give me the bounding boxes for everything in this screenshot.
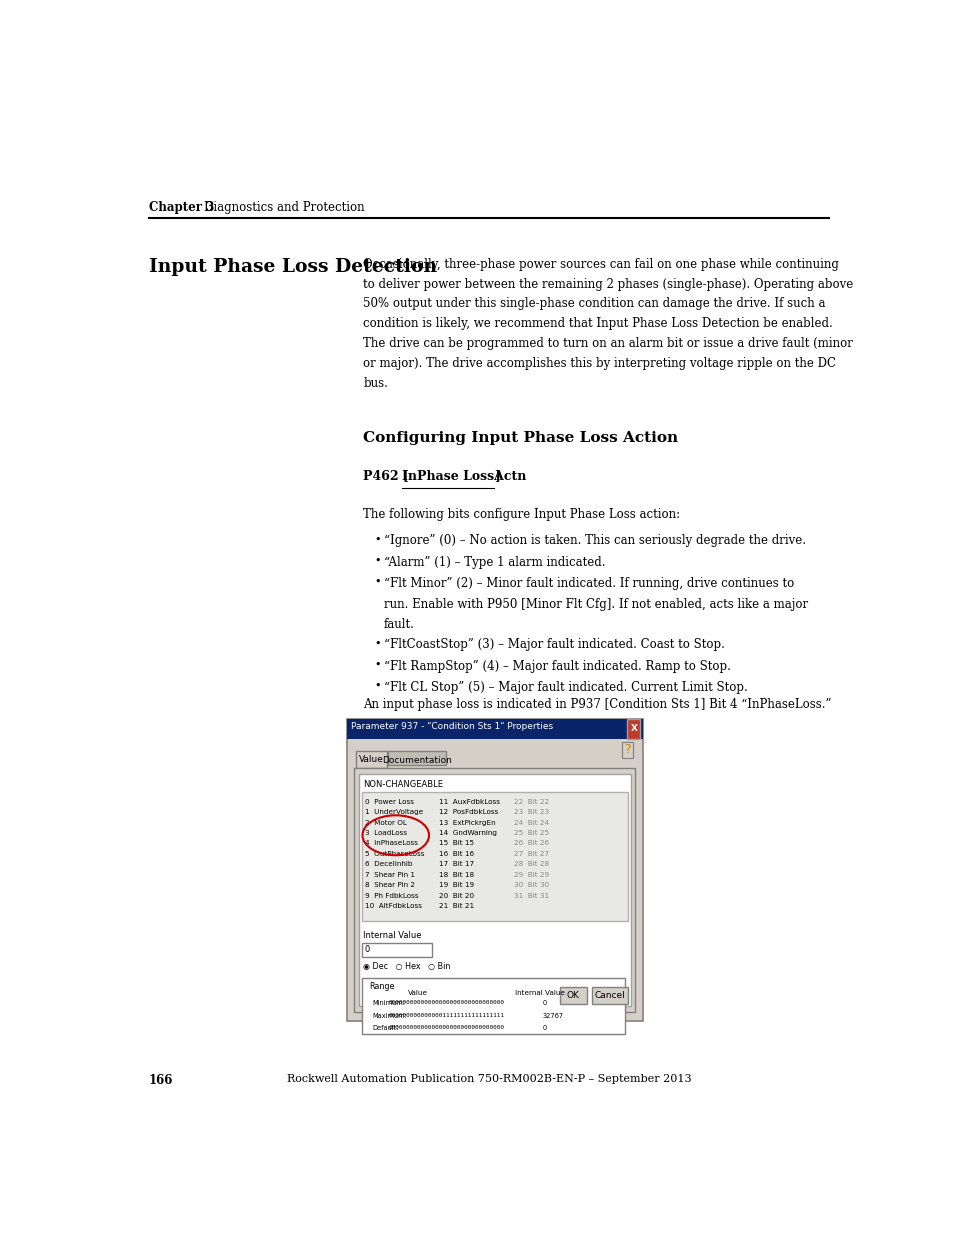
Text: Internal Value: Internal Value: [515, 989, 564, 995]
Text: 11  AuxFdbkLoss: 11 AuxFdbkLoss: [438, 799, 499, 805]
Text: “Ignore” (0) – No action is taken. This can seriously degrade the drive.: “Ignore” (0) – No action is taken. This …: [383, 535, 805, 547]
Text: 00000000000000000000000000000000: 00000000000000000000000000000000: [388, 1000, 504, 1005]
Text: 50% output under this single-phase condition can damage the drive. If such a: 50% output under this single-phase condi…: [363, 298, 825, 310]
Text: OK: OK: [566, 990, 579, 1000]
FancyBboxPatch shape: [347, 719, 642, 1021]
Text: condition is likely, we recommend that Input Phase Loss Detection be enabled.: condition is likely, we recommend that I…: [363, 317, 832, 331]
Text: Rockwell Automation Publication 750-RM002B-EN-P – September 2013: Rockwell Automation Publication 750-RM00…: [286, 1074, 691, 1084]
Text: The drive can be programmed to turn on an alarm bit or issue a drive fault (mino: The drive can be programmed to turn on a…: [363, 337, 852, 351]
Text: •: •: [374, 535, 380, 545]
Text: InPhase LossActn: InPhase LossActn: [401, 469, 525, 483]
Text: “Flt RampStop” (4) – Major fault indicated. Ramp to Stop.: “Flt RampStop” (4) – Major fault indicat…: [383, 659, 730, 673]
Text: 1  UnderVoltage: 1 UnderVoltage: [364, 809, 422, 815]
Text: fault.: fault.: [383, 618, 415, 631]
Text: Configuring Input Phase Loss Action: Configuring Input Phase Loss Action: [363, 431, 678, 445]
Text: •: •: [374, 638, 380, 648]
Text: 00000000000000000000000000000000: 00000000000000000000000000000000: [388, 1025, 504, 1030]
Text: 16  Bit 16: 16 Bit 16: [438, 851, 474, 857]
Text: X: X: [630, 724, 637, 734]
Text: ]: ]: [494, 469, 499, 483]
Text: 15  Bit 15: 15 Bit 15: [438, 841, 474, 846]
Text: An input phase loss is indicated in P937 [Condition Sts 1] Bit 4 “InPhaseLoss.”: An input phase loss is indicated in P937…: [363, 698, 831, 711]
Text: Internal Value: Internal Value: [363, 931, 421, 940]
Text: P462 [: P462 [: [363, 469, 409, 483]
Text: or major). The drive accomplishes this by interpreting voltage ripple on the DC: or major). The drive accomplishes this b…: [363, 357, 836, 370]
FancyBboxPatch shape: [347, 719, 642, 739]
Text: 31  Bit 31: 31 Bit 31: [514, 893, 549, 899]
Text: 166: 166: [149, 1074, 173, 1088]
Text: 29  Bit 29: 29 Bit 29: [514, 872, 549, 878]
Text: Occasionally, three-phase power sources can fail on one phase while continuing: Occasionally, three-phase power sources …: [363, 258, 839, 270]
Text: Maximum:: Maximum:: [372, 1013, 407, 1019]
Text: “Flt Minor” (2) – Minor fault indicated. If running, drive continues to: “Flt Minor” (2) – Minor fault indicated.…: [383, 577, 793, 590]
Text: 7  Shear Pin 1: 7 Shear Pin 1: [364, 872, 415, 878]
Text: •: •: [374, 682, 380, 692]
Text: 00000000000000011111111111111111: 00000000000000011111111111111111: [388, 1013, 504, 1018]
Text: ◉ Dec   ○ Hex   ○ Bin: ◉ Dec ○ Hex ○ Bin: [363, 962, 450, 971]
Text: •: •: [374, 577, 380, 587]
Text: 24  Bit 24: 24 Bit 24: [514, 820, 549, 825]
Text: 0: 0: [364, 945, 370, 955]
Text: bus.: bus.: [363, 378, 388, 390]
Text: 27  Bit 27: 27 Bit 27: [514, 851, 549, 857]
Text: “Alarm” (1) – Type 1 alarm indicated.: “Alarm” (1) – Type 1 alarm indicated.: [383, 556, 605, 568]
Text: run. Enable with P950 [Minor Flt Cfg]. If not enabled, acts like a major: run. Enable with P950 [Minor Flt Cfg]. I…: [383, 598, 807, 610]
FancyBboxPatch shape: [559, 987, 586, 1004]
Text: 6  DecelInhib: 6 DecelInhib: [364, 862, 412, 867]
Text: 12  PosFdbkLoss: 12 PosFdbkLoss: [438, 809, 497, 815]
Text: 19  Bit 19: 19 Bit 19: [438, 882, 474, 888]
Text: to deliver power between the remaining 2 phases (single-phase). Operating above: to deliver power between the remaining 2…: [363, 278, 853, 290]
Text: Value: Value: [408, 989, 428, 995]
Text: “Flt CL Stop” (5) – Major fault indicated. Current Limit Stop.: “Flt CL Stop” (5) – Major fault indicate…: [383, 682, 747, 694]
FancyBboxPatch shape: [361, 978, 624, 1034]
Text: 0: 0: [541, 1000, 546, 1007]
Text: Chapter 3: Chapter 3: [149, 200, 214, 214]
Text: 32767: 32767: [541, 1013, 562, 1019]
FancyBboxPatch shape: [361, 792, 627, 921]
Text: Default:: Default:: [372, 1025, 398, 1031]
Text: Input Phase Loss Detection: Input Phase Loss Detection: [149, 258, 436, 275]
Text: Minimum:: Minimum:: [372, 1000, 405, 1007]
Text: 13  ExtPickrgEn: 13 ExtPickrgEn: [438, 820, 495, 825]
Text: 20  Bit 20: 20 Bit 20: [438, 893, 474, 899]
Text: NON-CHANGEABLE: NON-CHANGEABLE: [363, 779, 443, 789]
Text: 5  OutPhaseLoss: 5 OutPhaseLoss: [364, 851, 424, 857]
Text: 17  Bit 17: 17 Bit 17: [438, 862, 474, 867]
Text: •: •: [374, 556, 380, 566]
Text: The following bits configure Input Phase Loss action:: The following bits configure Input Phase…: [363, 508, 679, 521]
Text: 9  Ph FdbkLoss: 9 Ph FdbkLoss: [364, 893, 418, 899]
Text: ?: ?: [623, 743, 630, 757]
Text: Documentation: Documentation: [382, 756, 452, 764]
Text: 10  AltFdbkLoss: 10 AltFdbkLoss: [364, 903, 421, 909]
Text: 22  Bit 22: 22 Bit 22: [514, 799, 549, 805]
Text: “FltCoastStop” (3) – Major fault indicated. Coast to Stop.: “FltCoastStop” (3) – Major fault indicat…: [383, 638, 724, 651]
Text: 28  Bit 28: 28 Bit 28: [514, 862, 549, 867]
Text: 8  Shear Pin 2: 8 Shear Pin 2: [364, 882, 415, 888]
FancyBboxPatch shape: [354, 768, 635, 1011]
Text: •: •: [374, 659, 380, 669]
Text: 18  Bit 18: 18 Bit 18: [438, 872, 474, 878]
Text: Diagnostics and Protection: Diagnostics and Protection: [204, 200, 364, 214]
FancyBboxPatch shape: [361, 944, 432, 957]
Text: Range: Range: [369, 982, 395, 992]
Text: 0  Power Loss: 0 Power Loss: [364, 799, 414, 805]
Text: 2  Motor OL: 2 Motor OL: [364, 820, 406, 825]
Text: 26  Bit 26: 26 Bit 26: [514, 841, 549, 846]
Text: 23  Bit 23: 23 Bit 23: [514, 809, 549, 815]
Text: 21  Bit 21: 21 Bit 21: [438, 903, 474, 909]
Text: Parameter 937 - "Condition Sts 1" Properties: Parameter 937 - "Condition Sts 1" Proper…: [351, 721, 553, 731]
Text: 14  GndWarning: 14 GndWarning: [438, 830, 497, 836]
Text: 0: 0: [541, 1025, 546, 1031]
Text: 3  LoadLoss: 3 LoadLoss: [364, 830, 406, 836]
Text: 4  InPhaseLoss: 4 InPhaseLoss: [364, 841, 417, 846]
FancyBboxPatch shape: [388, 751, 446, 766]
Text: Cancel: Cancel: [594, 990, 625, 1000]
FancyBboxPatch shape: [358, 774, 630, 1007]
FancyBboxPatch shape: [355, 751, 387, 768]
Text: 30  Bit 30: 30 Bit 30: [514, 882, 549, 888]
Text: 25  Bit 25: 25 Bit 25: [514, 830, 549, 836]
FancyBboxPatch shape: [592, 987, 627, 1004]
Text: Value: Value: [358, 755, 383, 764]
FancyBboxPatch shape: [626, 719, 639, 739]
